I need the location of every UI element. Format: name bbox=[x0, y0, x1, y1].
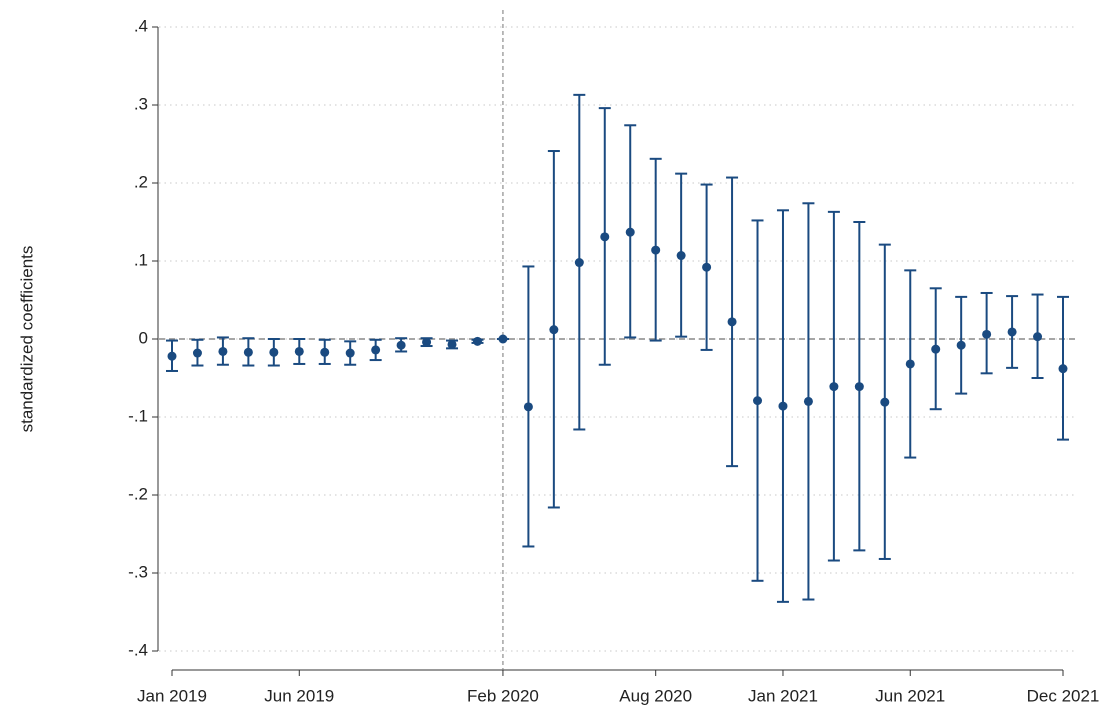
point bbox=[549, 325, 559, 335]
x-tick-label: Jan 2019 bbox=[137, 686, 207, 705]
point bbox=[192, 348, 202, 358]
point bbox=[880, 397, 890, 407]
point bbox=[727, 317, 737, 327]
point bbox=[1007, 327, 1017, 337]
point bbox=[651, 245, 661, 255]
point bbox=[803, 396, 813, 406]
point bbox=[982, 329, 992, 339]
y-axis-label: standardized coefficients bbox=[17, 246, 36, 433]
x-tick-label: Jun 2019 bbox=[264, 686, 334, 705]
point bbox=[447, 339, 457, 349]
x-tick-label: Jun 2021 bbox=[875, 686, 945, 705]
point bbox=[371, 345, 381, 355]
point bbox=[905, 359, 915, 369]
point bbox=[625, 227, 635, 237]
point bbox=[778, 401, 788, 411]
point bbox=[600, 232, 610, 242]
point bbox=[1058, 364, 1068, 374]
y-tick-label: .3 bbox=[134, 94, 148, 113]
point bbox=[167, 351, 177, 361]
y-tick-label: -.4 bbox=[128, 640, 148, 659]
point bbox=[956, 340, 966, 350]
point bbox=[702, 262, 712, 272]
point bbox=[931, 344, 941, 354]
y-tick-label: -.1 bbox=[128, 406, 148, 425]
y-tick-label: .2 bbox=[134, 172, 148, 191]
x-tick-label: Dec 2021 bbox=[1027, 686, 1100, 705]
x-tick-label: Jan 2021 bbox=[748, 686, 818, 705]
point bbox=[396, 340, 406, 350]
point bbox=[269, 347, 279, 357]
point bbox=[472, 336, 482, 346]
y-tick-label: .1 bbox=[134, 250, 148, 269]
point bbox=[854, 382, 864, 392]
point bbox=[243, 347, 253, 357]
y-tick-label: .4 bbox=[134, 16, 148, 35]
point bbox=[422, 337, 432, 347]
point bbox=[753, 396, 763, 406]
point bbox=[498, 334, 508, 344]
point bbox=[294, 346, 304, 356]
point bbox=[1033, 332, 1043, 342]
point bbox=[829, 382, 839, 392]
y-tick-label: -.3 bbox=[128, 562, 148, 581]
point bbox=[574, 258, 584, 268]
point bbox=[523, 402, 533, 412]
y-tick-label: 0 bbox=[139, 328, 148, 347]
point bbox=[320, 347, 330, 357]
point bbox=[218, 346, 228, 356]
point bbox=[676, 251, 686, 261]
point bbox=[345, 348, 355, 358]
y-tick-label: -.2 bbox=[128, 484, 148, 503]
x-tick-label: Feb 2020 bbox=[467, 686, 539, 705]
x-tick-label: Aug 2020 bbox=[619, 686, 692, 705]
